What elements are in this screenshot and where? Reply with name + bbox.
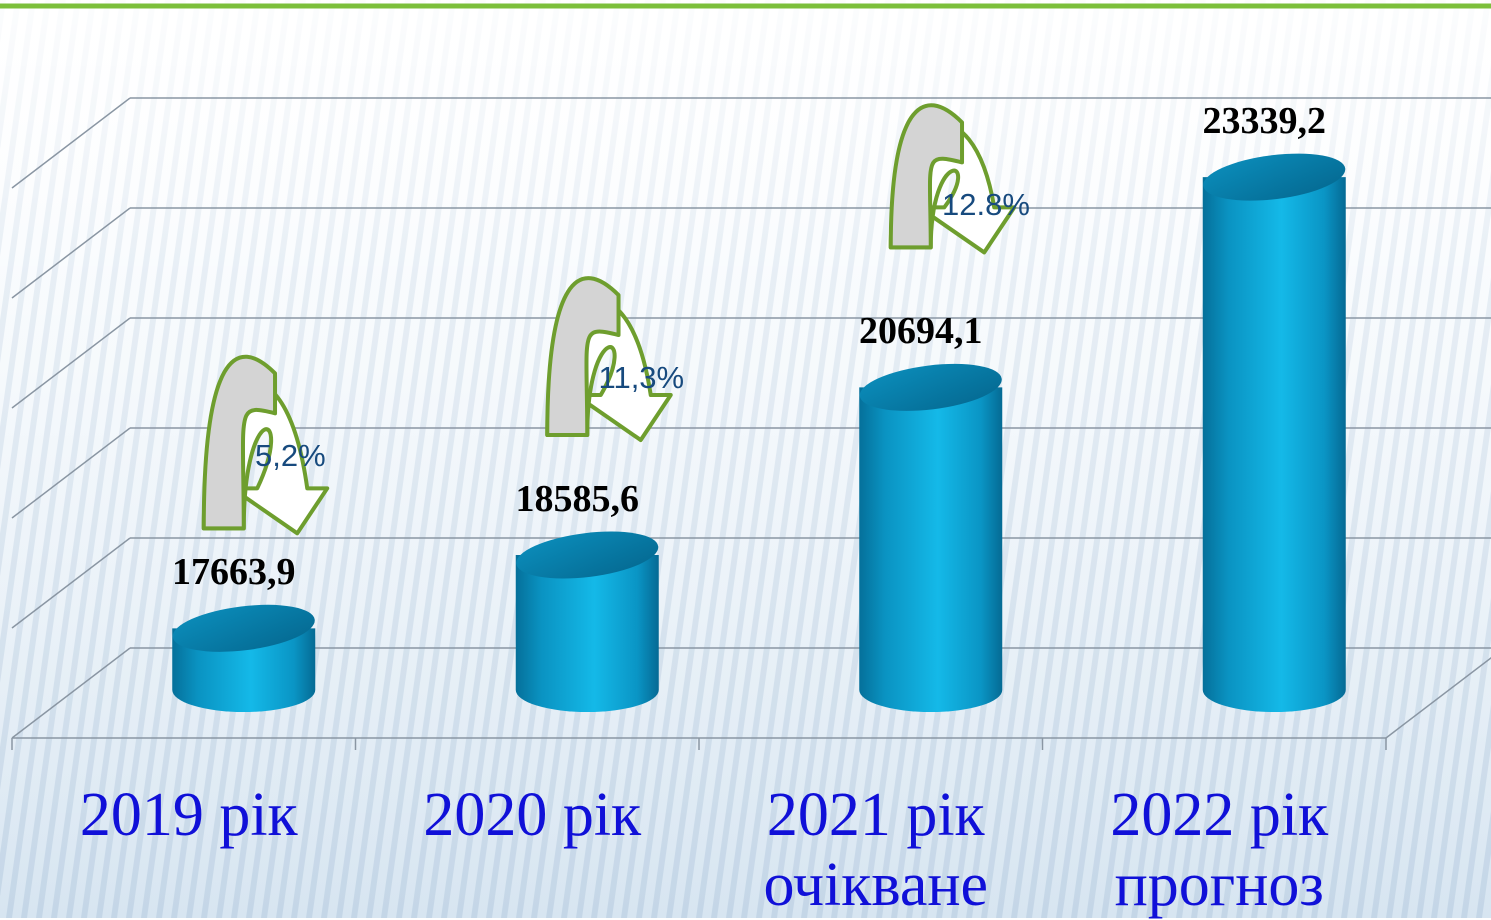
- bars: [172, 153, 1346, 713]
- growth-arrow: [201, 354, 330, 536]
- growth-label: 5,2%: [255, 438, 326, 474]
- grid-side-line: [1385, 656, 1491, 739]
- x-tick-label-line1: 2021 рік: [766, 781, 985, 849]
- grid-side-line: [11, 317, 131, 409]
- x-tick-label-line1: 2022 рік: [1110, 781, 1329, 849]
- bar: [515, 531, 659, 713]
- arrow-shade: [545, 276, 621, 438]
- arrow-shade: [888, 103, 965, 250]
- x-tick-label: 2021 рік очікване: [706, 780, 1046, 920]
- growth-arrow: [545, 276, 673, 443]
- x-tick-label-line1: 2020 рік: [423, 781, 642, 849]
- growth-arrows: [201, 103, 1017, 536]
- x-tick-label: 2020 рік: [362, 780, 702, 850]
- grid-side-line: [11, 647, 131, 739]
- grid-side-line: [11, 97, 131, 189]
- x-tick-label: 2019 рік: [19, 780, 359, 850]
- value-label: 23339,2: [1202, 100, 1327, 143]
- bar: [172, 604, 316, 713]
- growth-arrow: [888, 103, 1017, 255]
- bar-body: [1202, 177, 1346, 713]
- x-tick-label-line2: прогноз: [1114, 851, 1324, 919]
- bar-top: [859, 363, 1002, 411]
- bar-body: [515, 555, 659, 713]
- grid-side-line: [11, 537, 131, 629]
- bar-body: [859, 387, 1003, 713]
- arrow-shade: [201, 354, 278, 531]
- growth-label: 11,3%: [598, 360, 685, 396]
- value-label: 17663,9: [172, 551, 296, 594]
- bar-top: [516, 531, 659, 579]
- value-label: 20694,1: [859, 310, 983, 353]
- bar: [1202, 153, 1346, 713]
- grid-side-line: [11, 427, 131, 519]
- bar-top: [1203, 153, 1346, 201]
- bar-top: [172, 604, 315, 652]
- x-tick-label: 2022 рік прогноз: [1049, 780, 1389, 920]
- value-label: 18585,6: [515, 478, 640, 521]
- growth-label: 12.8%: [942, 187, 1030, 223]
- x-axis: [11, 737, 1387, 750]
- x-tick-label-line1: 2019 рік: [79, 781, 298, 849]
- bar: [859, 363, 1003, 713]
- grid-side-line: [11, 207, 131, 299]
- x-tick-label-line2: очікване: [763, 851, 989, 919]
